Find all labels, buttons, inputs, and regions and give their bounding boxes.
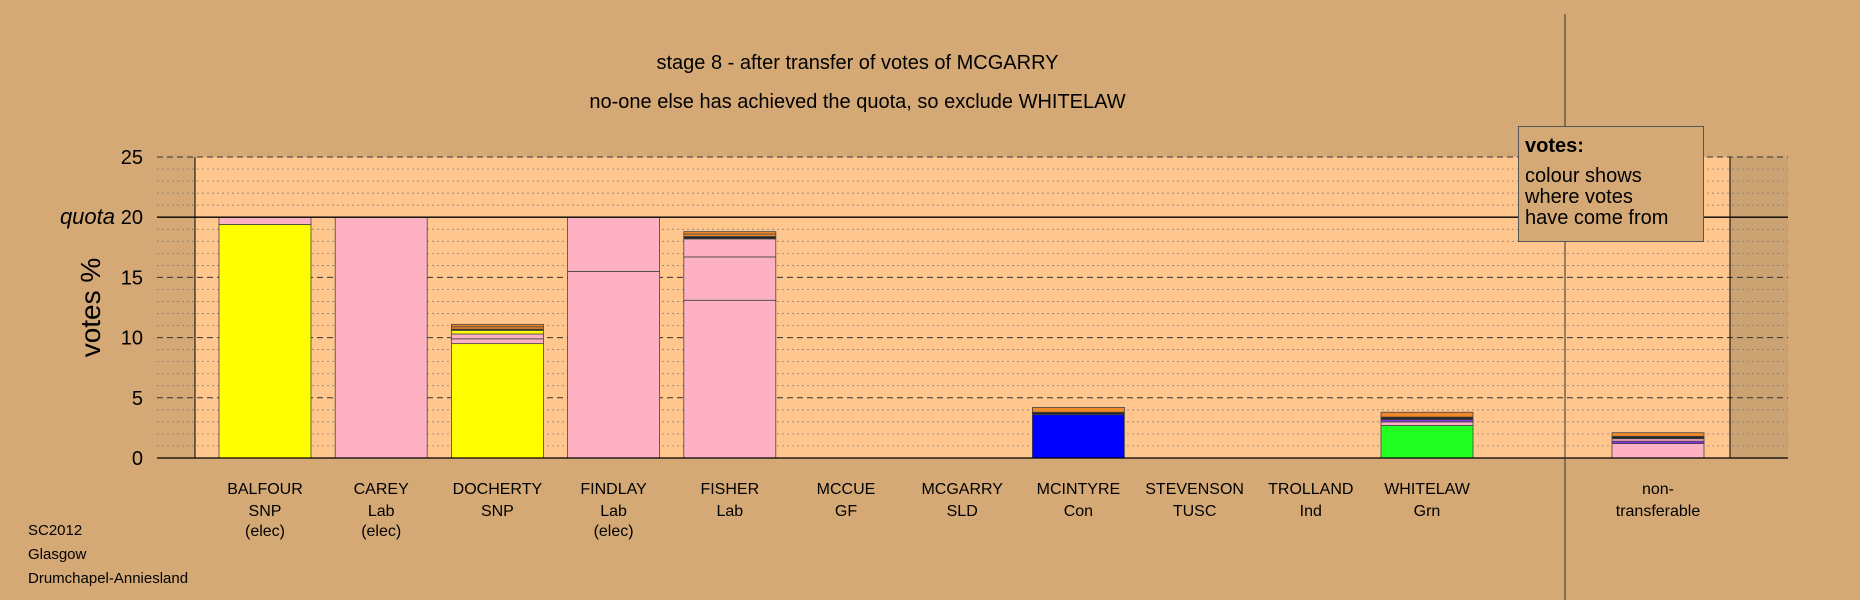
legend-line: have come from (1525, 207, 1669, 229)
chart-title: stage 8 - after transfer of votes of MCG… (656, 52, 1059, 74)
legend-line: colour shows (1525, 165, 1642, 187)
footer-council: Glasgow (28, 546, 87, 563)
plot-margin-left (157, 157, 195, 458)
candidate-party-label: TUSC (1173, 503, 1217, 520)
y-tick-label: 0 (132, 448, 143, 470)
bar-segment (334, 216, 428, 459)
bar-segment (1380, 411, 1474, 418)
candidate-name-label: CAREY (354, 481, 409, 498)
bar-segment (567, 270, 660, 459)
chart-subtitle: no-one else has achieved the quota, so e… (589, 91, 1126, 113)
candidate-party-label: Grn (1414, 503, 1441, 520)
candidate-party-label: SLD (947, 503, 978, 520)
candidate-party-label: Lab (368, 503, 395, 520)
y-tick-label: 10 (121, 328, 143, 350)
legend-line: where votes (1525, 186, 1633, 208)
candidate-party-label: Ind (1300, 503, 1322, 520)
bar-segment (1380, 419, 1474, 423)
bar-segment (450, 323, 544, 328)
bar-segment (450, 328, 544, 331)
candidate-name-label: MCINTYRE (1037, 481, 1121, 498)
footer-election: SC2012 (28, 522, 83, 539)
bar-segment (450, 333, 544, 340)
bar-segment (218, 216, 312, 225)
bar-segment (1380, 421, 1474, 426)
plot-area (195, 157, 1730, 458)
y-axis-label: votes % (75, 258, 106, 358)
candidate-name-label: TROLLAND (1268, 481, 1353, 498)
candidate-party-label: Lab (716, 503, 743, 520)
nontransferable-label: non- (1642, 481, 1674, 498)
bar-segment (683, 238, 777, 258)
candidate-status-label: (elec) (245, 523, 285, 540)
candidate-name-label: BALFOUR (227, 481, 303, 498)
bar-segment (218, 224, 312, 459)
bar-segment (683, 236, 777, 240)
candidate-name-label: STEVENSON (1145, 481, 1244, 498)
bar-segment (1032, 414, 1125, 459)
bar-segment (1032, 407, 1125, 413)
y-tick-label: 15 (121, 267, 143, 289)
footer-ward: Drumchapel-Anniesland (28, 570, 189, 587)
candidate-party-label: SNP (481, 503, 514, 520)
candidate-status-label: (elec) (361, 523, 401, 540)
bar-segment (567, 216, 660, 272)
candidate-party-label: GF (835, 503, 857, 520)
y-tick-label: 20 (121, 207, 143, 229)
bar-segment (1611, 435, 1705, 440)
bar-segment (1380, 425, 1474, 459)
bar-segment (683, 256, 777, 301)
y-tick-label: 25 (121, 147, 143, 169)
bar-segment (1611, 438, 1705, 442)
bar-segment (450, 326, 544, 330)
bar-segment (1611, 432, 1705, 437)
bar-segment (683, 233, 777, 237)
candidate-party-label: Con (1064, 503, 1093, 520)
bar-segment (450, 338, 544, 345)
candidate-name-label: MCGARRY (921, 481, 1003, 498)
bar-segment (1032, 411, 1125, 416)
bar-segment (683, 299, 777, 459)
candidate-name-label: MCCUE (817, 481, 876, 498)
legend-box: votes: colour shows where votes have com… (1518, 126, 1704, 242)
nontransferable-label: transferable (1616, 503, 1701, 520)
bar-segment (1380, 416, 1474, 420)
bar-segment (683, 231, 777, 235)
candidate-name-label: DOCHERTY (453, 481, 543, 498)
candidate-name-label: FINDLAY (580, 481, 647, 498)
quota-label: quota (60, 204, 115, 229)
y-tick-label: 5 (132, 388, 143, 410)
bar-segment (1611, 440, 1705, 444)
bar-segment (450, 329, 544, 335)
legend-title: votes: (1525, 135, 1584, 157)
bar-segment (1611, 443, 1705, 459)
candidate-name-label: FISHER (700, 481, 759, 498)
candidate-status-label: (elec) (594, 523, 634, 540)
candidate-name-label: WHITELAW (1384, 481, 1471, 498)
plot-margin-right (1730, 157, 1788, 458)
bar-segment (450, 343, 544, 459)
candidate-party-label: SNP (249, 503, 282, 520)
candidate-party-label: Lab (600, 503, 627, 520)
